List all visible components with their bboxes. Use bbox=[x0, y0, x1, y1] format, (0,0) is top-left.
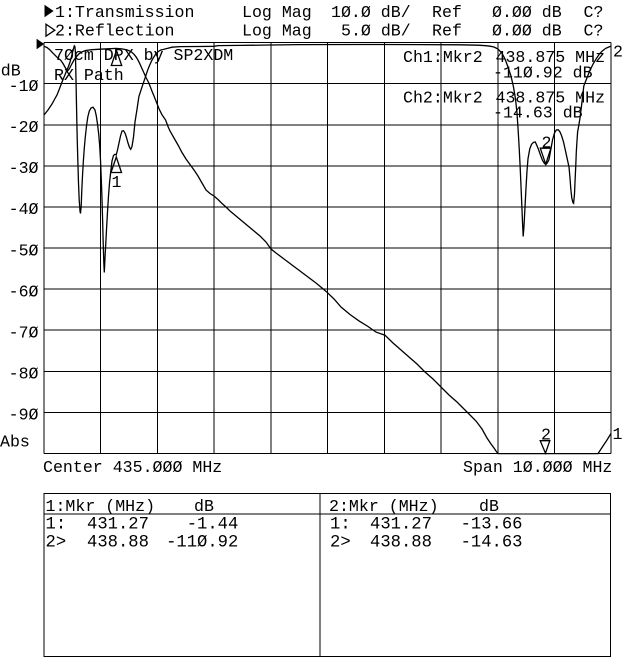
svg-text:-11Ø.92 dB: -11Ø.92 dB bbox=[493, 64, 593, 83]
svg-text:RX Path: RX Path bbox=[54, 66, 124, 85]
svg-text:-2Ø: -2Ø bbox=[9, 118, 39, 137]
svg-text:-4Ø: -4Ø bbox=[9, 200, 39, 219]
svg-text:Log Mag: Log Mag bbox=[242, 22, 312, 41]
svg-text:431.27: 431.27 bbox=[87, 515, 149, 534]
svg-text:-14.63 dB: -14.63 dB bbox=[493, 104, 583, 123]
svg-text:-5Ø: -5Ø bbox=[9, 241, 39, 260]
svg-text:438.88: 438.88 bbox=[370, 533, 432, 552]
svg-text:1Ø.Ø dB/: 1Ø.Ø dB/ bbox=[331, 3, 411, 22]
svg-text:1:: 1: bbox=[330, 515, 351, 534]
svg-text:431.27: 431.27 bbox=[370, 515, 432, 534]
svg-text:C?: C? bbox=[584, 3, 604, 22]
svg-text:-1.44: -1.44 bbox=[187, 515, 239, 534]
svg-text:Ref: Ref bbox=[432, 3, 462, 22]
svg-text:1:: 1: bbox=[46, 515, 67, 534]
svg-text:2: 2 bbox=[541, 426, 551, 445]
svg-text:2>: 2> bbox=[330, 533, 351, 552]
svg-text:dB: dB bbox=[1, 62, 21, 81]
svg-text:-14.63: -14.63 bbox=[461, 533, 523, 552]
svg-text:Log Mag: Log Mag bbox=[242, 3, 312, 22]
svg-text:-9Ø: -9Ø bbox=[9, 406, 39, 425]
svg-text:438.875 MHz: 438.875 MHz bbox=[496, 48, 606, 67]
svg-text:1: 1 bbox=[613, 425, 623, 444]
svg-text:2:Reflection: 2:Reflection bbox=[55, 22, 175, 41]
svg-text:2: 2 bbox=[542, 134, 552, 153]
svg-text:-1Ø: -1Ø bbox=[9, 77, 39, 96]
svg-text:2: 2 bbox=[613, 43, 623, 62]
svg-text:dB: dB bbox=[194, 497, 214, 516]
svg-text:Ch1:Mkr2: Ch1:Mkr2 bbox=[403, 48, 483, 67]
svg-text:Ø.ØØ dB: Ø.ØØ dB bbox=[492, 3, 562, 22]
svg-text:Ø.ØØ dB: Ø.ØØ dB bbox=[492, 22, 562, 41]
svg-text:C?: C? bbox=[584, 22, 604, 41]
svg-text:Ch2:Mkr2: Ch2:Mkr2 bbox=[403, 89, 483, 108]
svg-text:-6Ø: -6Ø bbox=[9, 282, 39, 301]
svg-text:438.88: 438.88 bbox=[87, 533, 149, 552]
svg-text:Center 435.ØØØ MHz: Center 435.ØØØ MHz bbox=[43, 458, 222, 477]
svg-text:-8Ø: -8Ø bbox=[9, 365, 39, 384]
svg-text:Abs: Abs bbox=[0, 433, 30, 452]
svg-text:1: 1 bbox=[112, 173, 122, 192]
svg-text:5.Ø dB/: 5.Ø dB/ bbox=[341, 22, 411, 41]
svg-text:1:Transmission: 1:Transmission bbox=[55, 3, 194, 22]
svg-text:-11Ø.92: -11Ø.92 bbox=[166, 533, 238, 552]
svg-text:1:Mkr (MHz): 1:Mkr (MHz) bbox=[46, 497, 156, 516]
svg-text:438.875 MHz: 438.875 MHz bbox=[496, 89, 606, 108]
svg-text:Span 1Ø.ØØØ MHz: Span 1Ø.ØØØ MHz bbox=[463, 458, 612, 477]
svg-text:7Øcm DPX by SP2XDM: 7Øcm DPX by SP2XDM bbox=[54, 46, 233, 65]
svg-text:-7Ø: -7Ø bbox=[9, 323, 39, 342]
svg-text:-13.66: -13.66 bbox=[461, 515, 523, 534]
svg-text:2:Mkr (MHz): 2:Mkr (MHz) bbox=[329, 497, 439, 516]
svg-text:2>: 2> bbox=[46, 533, 67, 552]
svg-text:dB: dB bbox=[479, 497, 499, 516]
svg-text:Ref: Ref bbox=[432, 22, 462, 41]
svg-text:-3Ø: -3Ø bbox=[9, 159, 39, 178]
